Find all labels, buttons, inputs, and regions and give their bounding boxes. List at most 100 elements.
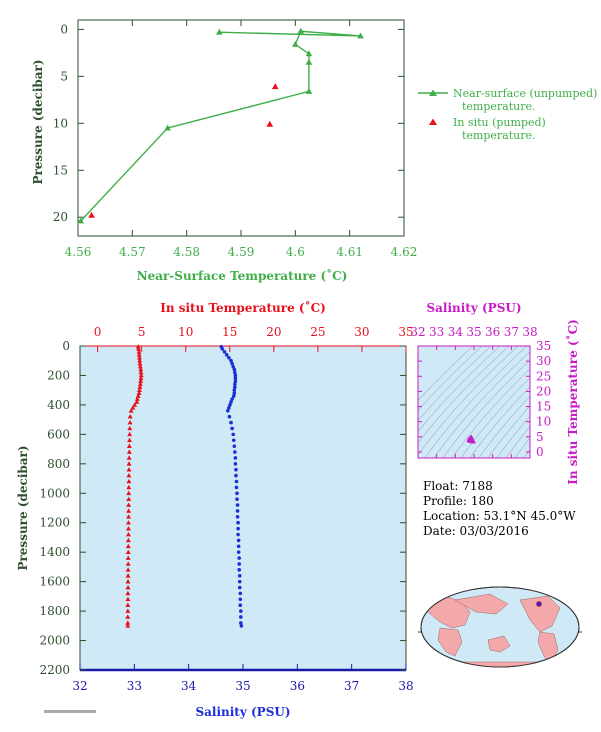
profile-temperature-point (137, 355, 142, 360)
profile-salinity-point (233, 370, 237, 375)
profile-salinity-tick-label: 33 (127, 679, 142, 693)
ts-x-tick-label: 35 (466, 325, 481, 339)
profile-y-tick-label: 1200 (39, 516, 70, 530)
ts-x-tick-label: 38 (522, 325, 537, 339)
near-surface-pumped-point (271, 83, 279, 90)
profile-temperature-point (125, 537, 131, 543)
ts-density-contour (460, 377, 530, 458)
ts-density-contour (442, 359, 530, 458)
profile-temperature-point (136, 390, 142, 395)
profile-salinity-point (224, 353, 229, 357)
profile-plot-frame (79, 345, 407, 671)
profile-temperature-point (125, 526, 131, 531)
profile-temperature-point (135, 393, 141, 398)
ts-density-contour (505, 426, 530, 458)
profile-temperature-point (125, 596, 131, 602)
profile-temperature-point (126, 478, 132, 484)
profile-temperature-point (126, 490, 132, 496)
profile-y-tick-label: 1000 (39, 486, 70, 500)
profile-temperature-point (125, 543, 131, 549)
profile-temperature-point (136, 349, 142, 354)
ts-density-contour (418, 346, 474, 401)
ts-y-tick-label: 25 (536, 369, 551, 383)
near-surface-legend: Near-surface (unpumped) temperature. In … (418, 87, 597, 142)
profile-temperature-point (125, 561, 131, 566)
profile-salinity-point (232, 367, 237, 372)
profile-date: Date: 03/03/2016 (423, 524, 529, 538)
profile-top-axis-title: In situ Temperature (˚C) (160, 300, 326, 315)
ts-density-contour (478, 395, 530, 458)
profile-salinity-tick-label: 37 (344, 679, 359, 693)
near-surface-y-tick-label: 5 (60, 69, 68, 83)
profile-y-tick-label: 1800 (39, 604, 70, 618)
map-landmass-australia (487, 635, 511, 653)
legend-pumped-label-1: In situ (pumped) (453, 116, 546, 129)
profile-temperature-point (126, 508, 132, 513)
profile-temperature-point (128, 408, 134, 413)
near-surface-x-axis-title: Near-Surface Temperature (˚C) (137, 268, 348, 283)
profile-temperature-point (126, 461, 132, 466)
profile-salinity-point (232, 391, 237, 395)
profile-salinity-tick-label: 34 (181, 679, 197, 693)
profile-salinity-point (237, 573, 242, 578)
profile-temperature-point (127, 414, 133, 419)
profile-temperature-point (125, 584, 131, 590)
ts-density-contour (469, 386, 530, 458)
world-map (418, 586, 582, 668)
profile-temperature-point (126, 443, 132, 448)
profile-salinity-point (235, 503, 240, 507)
footer-smudge (44, 710, 96, 713)
profile-y-tick-label: 1400 (39, 545, 70, 559)
legend-unpumped-label-2: temperature. (462, 100, 536, 113)
ts-y-tick-label: 0 (536, 445, 544, 459)
near-surface-x-tick-label: 4.6 (286, 245, 305, 259)
near-surface-x-tick-label: 4.58 (173, 245, 200, 259)
profile-temperature-point (126, 467, 132, 472)
profile-temp-tick-label: 0 (94, 325, 102, 339)
profile-temperature-point (134, 399, 140, 404)
profile-temperature-point (127, 431, 133, 437)
ts-y-tick-label: 20 (536, 384, 551, 398)
near-surface-chart: 4.56 4.57 4.58 4.59 4.6 4.61 4.62 0 5 10 15 20 Near… (31, 19, 597, 283)
float-number: Float: 7188 (423, 479, 493, 493)
ts-density-contour (418, 346, 519, 456)
ts-density-contour (418, 346, 492, 422)
profile-temperature-point (125, 579, 131, 584)
profile-y-tick-label: 800 (47, 457, 70, 471)
profile-temperature-point (125, 602, 131, 608)
profile-salinity-point (233, 379, 238, 384)
near-surface-unpumped-point (305, 58, 313, 65)
profile-salinity-point (237, 579, 242, 584)
legend-triangle-red (429, 118, 437, 125)
profile-temperature-point (138, 375, 144, 381)
profile-salinity-point (239, 615, 243, 619)
profile-temperature-point (126, 484, 132, 490)
ts-y-tick-label: 15 (536, 400, 551, 414)
profile-salinity-point (233, 385, 237, 390)
profile-temperature-point (125, 567, 131, 572)
profile-temperature-point (126, 502, 132, 507)
ts-x-tick-label: 32 (410, 325, 425, 339)
profile-salinity-point (233, 450, 237, 454)
near-surface-plot-frame (77, 19, 405, 237)
profile-y-tick-label: 400 (47, 398, 70, 412)
profile-temp-tick-label: 25 (310, 325, 325, 339)
profile-temperature-point (125, 555, 131, 560)
near-surface-y-tick-label: 15 (53, 163, 68, 177)
ts-y-axis-title: In situ Temperature (˚C) (565, 319, 580, 485)
near-surface-x-tick-label: 4.57 (119, 245, 146, 259)
ts-x-tick-label: 34 (448, 325, 464, 339)
profile-salinity-point (220, 347, 225, 351)
profile-salinity-point (234, 485, 239, 490)
profile-salinity-point (230, 426, 234, 431)
profile-temperature-point (125, 623, 131, 628)
profile-chart: 32 33 34 35 36 37 38 0 5 10 15 20 25 30 35 0 200 400 600 80… (16, 300, 414, 719)
near-surface-y-tick-label: 10 (53, 116, 68, 130)
ts-y-tick-label: 10 (536, 415, 551, 429)
profile-salinity-tick-label: 36 (290, 679, 305, 693)
legend-pumped-label-2: temperature. (462, 129, 536, 142)
near-surface-unpumped-point (164, 124, 171, 131)
ts-density-contour (523, 449, 530, 458)
profile-salinity-point (230, 397, 234, 401)
